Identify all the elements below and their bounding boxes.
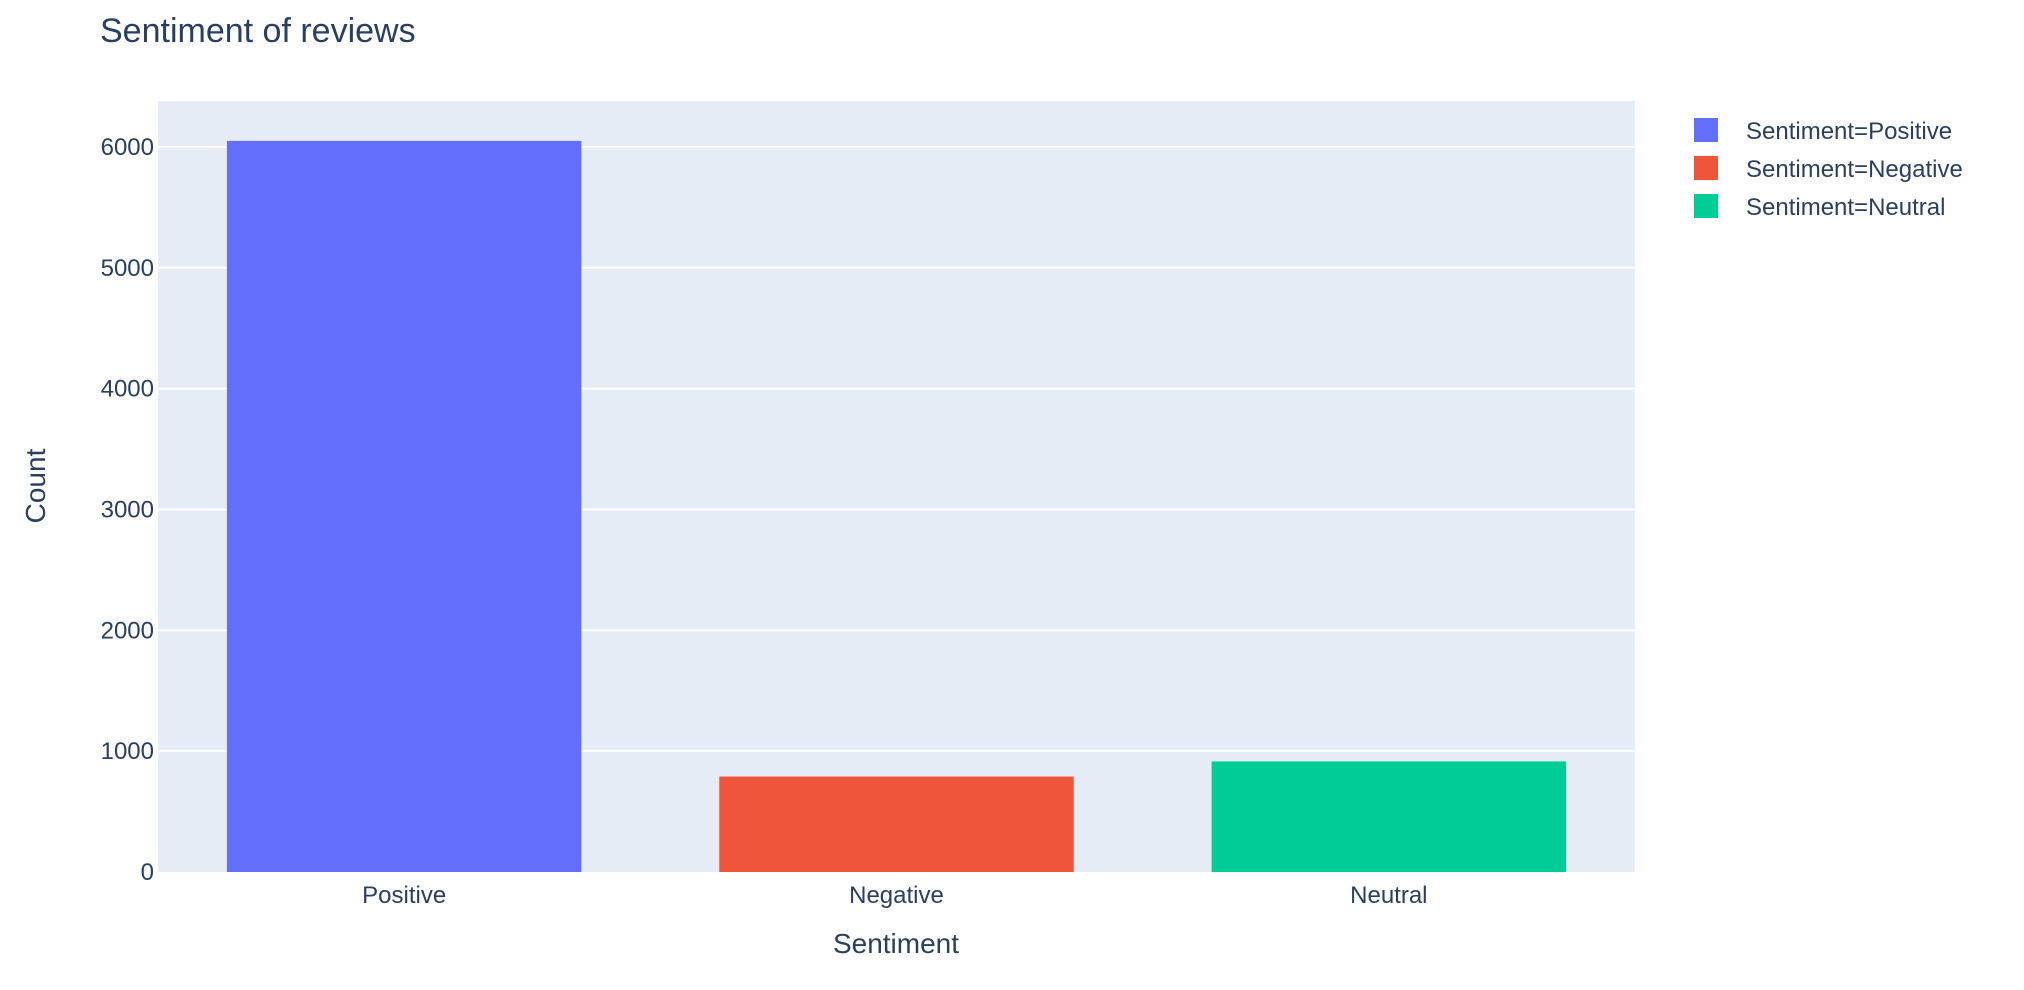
- y-tick-label: 2000: [101, 617, 154, 644]
- y-tick-label: 3000: [101, 496, 154, 523]
- y-tick-label: 1000: [101, 738, 154, 765]
- legend-label: Sentiment=Neutral: [1746, 194, 1945, 221]
- y-axis-title: Count: [20, 448, 51, 523]
- y-tick-label: 0: [141, 859, 154, 886]
- legend: Sentiment=Positive Sentiment=Negative Sent…: [1694, 118, 1963, 221]
- legend-swatch: [1694, 156, 1718, 180]
- legend-swatch: [1694, 194, 1718, 218]
- chart-title: Sentiment of reviews: [100, 12, 416, 50]
- y-tick-label: 4000: [101, 376, 154, 403]
- x-axis-ticks: Positive Negative Neutral: [362, 882, 1427, 909]
- bars: [226, 140, 1567, 873]
- bar-positive[interactable]: [226, 140, 582, 873]
- legend-label: Sentiment=Positive: [1746, 118, 1952, 145]
- x-tick-label: Neutral: [1350, 882, 1427, 909]
- x-tick-label: Positive: [362, 882, 446, 909]
- legend-item[interactable]: Sentiment=Positive: [1694, 118, 1952, 145]
- legend-label: Sentiment=Negative: [1746, 156, 1963, 183]
- legend-item[interactable]: Sentiment=Neutral: [1694, 194, 1945, 221]
- bar-neutral[interactable]: [1211, 761, 1567, 872]
- y-tick-label: 5000: [101, 255, 154, 282]
- x-axis-title: Sentiment: [833, 928, 959, 959]
- legend-item[interactable]: Sentiment=Negative: [1694, 156, 1963, 183]
- legend-swatch: [1694, 118, 1718, 142]
- y-axis-ticks: 0 1000 2000 3000 4000 5000 6000: [101, 134, 154, 886]
- x-tick-label: Negative: [849, 882, 944, 909]
- y-tick-label: 6000: [101, 134, 154, 161]
- bar-negative[interactable]: [719, 776, 1074, 872]
